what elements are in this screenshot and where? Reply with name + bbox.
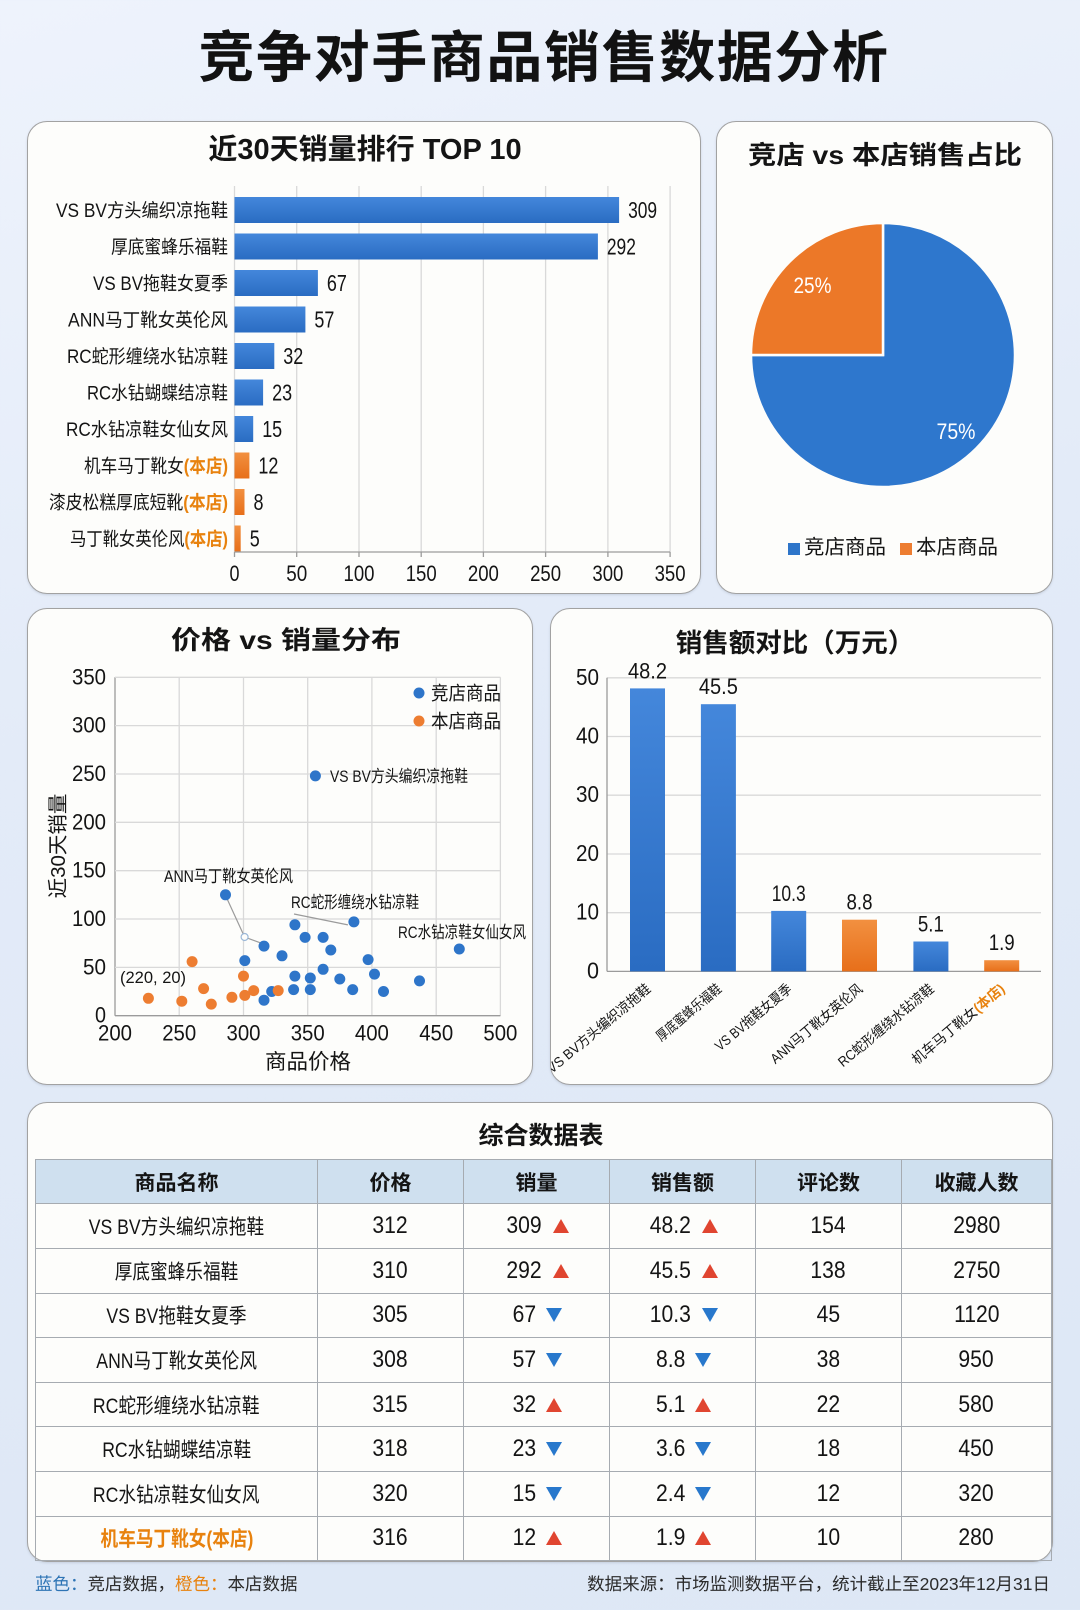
svg-text:350: 350 xyxy=(72,664,106,689)
svg-text:50: 50 xyxy=(83,954,106,979)
svg-text:32: 32 xyxy=(283,343,303,369)
svg-text:8: 8 xyxy=(254,489,264,515)
svg-text:309: 309 xyxy=(628,197,657,223)
svg-text:40: 40 xyxy=(576,723,599,749)
svg-text:ANN马丁靴女英伦风: ANN马丁靴女英伦风 xyxy=(68,310,228,332)
svg-text:5.1: 5.1 xyxy=(918,912,944,937)
svg-text:50: 50 xyxy=(286,561,307,586)
svg-text:VS BV拖鞋女夏季: VS BV拖鞋女夏季 xyxy=(93,273,228,295)
svg-text:马丁靴女英伦风(本店): 马丁靴女英伦风(本店) xyxy=(70,529,228,551)
svg-text:商品价格: 商品价格 xyxy=(265,1050,351,1074)
svg-text:VS BV方头编织凉拖鞋: VS BV方头编织凉拖鞋 xyxy=(330,767,468,786)
svg-text:300: 300 xyxy=(227,1021,261,1046)
svg-text:100: 100 xyxy=(344,561,375,586)
svg-text:RC水钻凉鞋女仙女风: RC水钻凉鞋女仙女风 xyxy=(398,923,526,942)
svg-text:300: 300 xyxy=(72,713,106,738)
svg-text:1.9: 1.9 xyxy=(989,930,1015,955)
svg-text:48.2: 48.2 xyxy=(628,658,667,683)
svg-text:200: 200 xyxy=(98,1021,132,1046)
svg-text:200: 200 xyxy=(72,809,106,834)
svg-text:67: 67 xyxy=(327,270,347,296)
svg-text:(220, 20): (220, 20) xyxy=(120,969,186,987)
svg-text:本店商品: 本店商品 xyxy=(916,536,998,559)
svg-text:近30天销量排行 TOP 10: 近30天销量排行 TOP 10 xyxy=(208,134,521,166)
svg-text:75%: 75% xyxy=(937,419,976,444)
svg-text:0: 0 xyxy=(95,1003,106,1028)
svg-text:ANN马丁靴女英伦风: ANN马丁靴女英伦风 xyxy=(164,867,293,886)
svg-text:150: 150 xyxy=(72,858,106,883)
svg-text:20: 20 xyxy=(576,840,599,866)
svg-text:厚底蜜蜂乐福鞋: 厚底蜜蜂乐福鞋 xyxy=(653,980,725,1044)
svg-text:竞店商品: 竞店商品 xyxy=(431,683,501,705)
svg-text:100: 100 xyxy=(72,906,106,931)
svg-text:150: 150 xyxy=(406,561,437,586)
svg-text:350: 350 xyxy=(291,1021,325,1046)
svg-text:250: 250 xyxy=(530,561,561,586)
svg-text:8.8: 8.8 xyxy=(847,890,873,915)
svg-text:5: 5 xyxy=(250,526,260,552)
svg-text:漆皮松糕厚底短靴(本店): 漆皮松糕厚底短靴(本店) xyxy=(49,492,228,514)
svg-text:10: 10 xyxy=(576,899,599,925)
svg-text:VS BV方头编织凉拖鞋: VS BV方头编织凉拖鞋 xyxy=(56,200,228,222)
svg-text:厚底蜜蜂乐福鞋: 厚底蜜蜂乐福鞋 xyxy=(111,237,228,259)
svg-text:VS BV方头编织凉拖鞋: VS BV方头编织凉拖鞋 xyxy=(551,980,653,1076)
svg-text:10.3: 10.3 xyxy=(772,881,806,906)
svg-text:250: 250 xyxy=(72,761,106,786)
svg-text:450: 450 xyxy=(419,1021,453,1046)
svg-text:23: 23 xyxy=(272,380,292,406)
svg-text:竞店 vs 本店销售占比: 竞店 vs 本店销售占比 xyxy=(748,140,1022,170)
svg-text:价格 vs 销量分布: 价格 vs 销量分布 xyxy=(171,625,401,655)
svg-text:45.5: 45.5 xyxy=(699,674,738,699)
svg-text:200: 200 xyxy=(468,561,499,586)
svg-text:57: 57 xyxy=(314,307,334,333)
svg-text:0: 0 xyxy=(587,957,599,983)
svg-text:12: 12 xyxy=(258,453,278,479)
svg-text:30: 30 xyxy=(576,781,599,807)
svg-text:250: 250 xyxy=(162,1021,196,1046)
svg-text:RC蛇形缠绕水钻凉鞋: RC蛇形缠绕水钻凉鞋 xyxy=(67,346,228,368)
svg-text:500: 500 xyxy=(483,1021,517,1046)
svg-text:销售额对比（万元）: 销售额对比（万元） xyxy=(676,628,915,658)
svg-text:RC水钻蝴蝶结凉鞋: RC水钻蝴蝶结凉鞋 xyxy=(87,384,228,405)
svg-text:RC蛇形缠绕水钻凉鞋: RC蛇形缠绕水钻凉鞋 xyxy=(291,893,419,912)
svg-text:RC水钻凉鞋女仙女风: RC水钻凉鞋女仙女风 xyxy=(66,419,228,441)
svg-text:300: 300 xyxy=(592,561,623,586)
svg-text:竞店商品: 竞店商品 xyxy=(804,536,886,559)
svg-text:机车马丁靴女(本店): 机车马丁靴女(本店) xyxy=(84,456,228,478)
svg-text:25%: 25% xyxy=(794,273,832,298)
svg-text:本店商品: 本店商品 xyxy=(431,711,501,733)
svg-text:350: 350 xyxy=(655,561,686,586)
svg-text:50: 50 xyxy=(576,664,599,690)
svg-text:400: 400 xyxy=(355,1021,389,1046)
svg-text:0: 0 xyxy=(230,561,240,586)
svg-text:292: 292 xyxy=(607,234,636,260)
svg-text:近30天销量: 近30天销量 xyxy=(47,794,70,899)
svg-text:15: 15 xyxy=(262,416,282,442)
